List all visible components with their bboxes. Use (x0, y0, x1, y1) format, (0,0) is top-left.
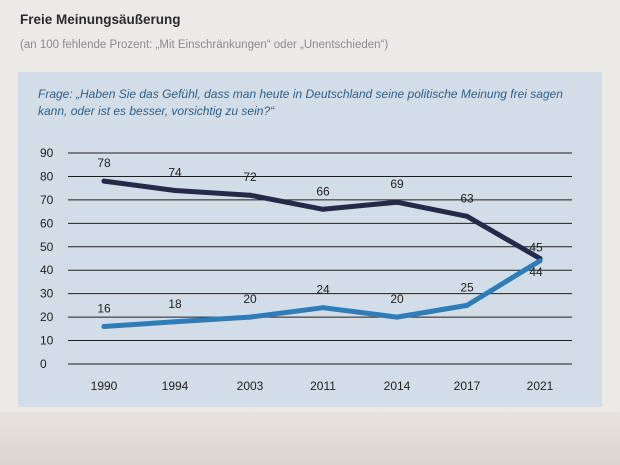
data-label: 74 (168, 166, 182, 180)
y-tick-label: 40 (40, 263, 54, 277)
data-point (320, 305, 326, 311)
y-tick-label: 60 (40, 216, 54, 230)
data-label: 20 (243, 292, 257, 306)
data-point (537, 258, 543, 264)
x-tick-label: 2017 (454, 379, 481, 393)
data-point (394, 314, 400, 320)
data-point (101, 324, 107, 329)
y-tick-label: 80 (40, 169, 54, 183)
data-point (394, 199, 400, 205)
data-label: 18 (168, 297, 182, 311)
x-tick-label: 2011 (310, 379, 336, 393)
data-label: 16 (97, 301, 111, 315)
data-label: 20 (390, 292, 404, 306)
data-label: 69 (390, 177, 404, 191)
data-point (464, 302, 470, 308)
data-label: 63 (460, 191, 474, 205)
y-tick-label: 90 (40, 146, 54, 160)
data-point (247, 314, 253, 320)
y-tick-label: 20 (40, 310, 54, 324)
x-tick-label: 2014 (384, 379, 411, 393)
data-label: 66 (316, 184, 330, 198)
y-tick-label: 10 (40, 334, 54, 348)
data-label: 25 (460, 280, 474, 294)
data-label: 78 (97, 156, 111, 170)
data-point (464, 213, 470, 219)
x-tick-label: 2021 (527, 379, 554, 393)
x-tick-label: 1990 (91, 379, 118, 393)
x-tick-label: 2003 (237, 379, 264, 393)
page-title: Freie Meinungsäußerung (20, 12, 181, 27)
page-bottom (0, 412, 620, 465)
x-tick-label: 1994 (162, 379, 189, 393)
data-point (247, 192, 253, 198)
y-tick-label: 70 (40, 193, 54, 207)
data-label: 72 (243, 170, 257, 184)
y-tick-label: 0 (40, 357, 47, 371)
data-point (172, 188, 178, 193)
y-tick-label: 30 (40, 287, 54, 301)
data-label: 44 (529, 265, 543, 279)
data-label: 45 (529, 241, 543, 255)
page-subtitle: (an 100 fehlende Prozent: „Mit Einschrän… (20, 39, 389, 51)
data-point (172, 319, 178, 325)
data-label: 24 (316, 283, 330, 297)
data-point (101, 178, 107, 184)
data-point (320, 206, 326, 212)
y-tick-label: 50 (40, 240, 54, 254)
chart-question: Frage: „Haben Sie das Gefühl, dass man h… (38, 87, 563, 118)
